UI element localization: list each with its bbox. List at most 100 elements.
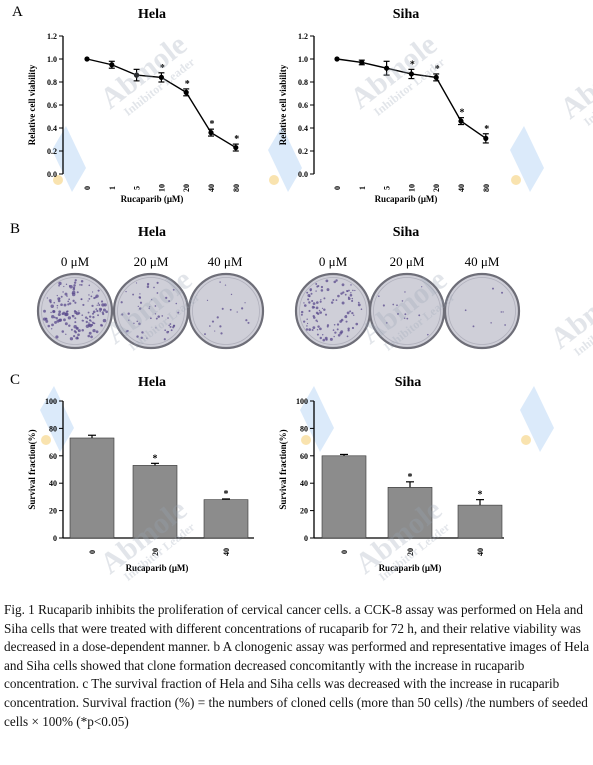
colony-dot	[351, 299, 354, 303]
y-tick-label-c2: 80	[300, 424, 308, 433]
colony-dot	[146, 282, 150, 286]
colony-dot	[236, 311, 238, 313]
colony-dot	[79, 283, 81, 286]
data-point-a2	[483, 135, 489, 141]
colony-dot	[177, 311, 180, 314]
colony-dot	[125, 290, 127, 293]
colony-dot	[313, 306, 315, 309]
colony-dot	[382, 304, 385, 307]
colony-dot	[65, 312, 69, 316]
colony-dot	[342, 291, 345, 294]
colony-dot	[350, 284, 352, 286]
data-point-a2	[408, 71, 414, 77]
colony-dot	[339, 331, 343, 335]
x-tick-label-a2: 80	[482, 184, 491, 192]
bar-c1	[203, 499, 249, 539]
colony-dot	[241, 307, 244, 310]
colony-dot	[80, 284, 83, 286]
colony-dot	[65, 283, 68, 286]
colony-dot	[155, 317, 158, 320]
colony-images: Hela Siha 0 μM 20 μM 40 μM 0 μM 20 μM 40…	[36, 225, 521, 350]
colony-dot	[305, 328, 309, 331]
data-point-a1	[134, 72, 140, 78]
colony-dot	[48, 299, 52, 302]
colony-dot	[334, 331, 337, 334]
colony-dot	[146, 337, 148, 339]
colony-dot	[90, 295, 93, 298]
watermark-mark-shape	[52, 126, 86, 192]
colony-dot	[128, 319, 130, 321]
colony-dot	[84, 316, 88, 319]
colony-dot	[73, 284, 76, 287]
colony-dot	[101, 303, 105, 307]
colony-dot	[50, 328, 53, 330]
colony-dot	[315, 319, 318, 322]
colony-dot	[349, 310, 352, 313]
colony-dot	[330, 301, 334, 304]
colony-dot	[56, 307, 58, 309]
bar-c2	[321, 455, 367, 539]
data-point-a1	[84, 56, 90, 62]
colony-dot	[132, 293, 135, 296]
colony-dot	[337, 294, 340, 298]
colony-dot	[348, 289, 350, 292]
colony-dot	[351, 311, 354, 315]
colony-dot	[63, 303, 67, 307]
x-tick-label-a2: 40	[457, 184, 466, 192]
x-axis-label-c1: Rucaparib (μM)	[126, 563, 189, 573]
colony-dot	[154, 305, 157, 307]
colony-dot	[351, 326, 355, 330]
colony-dot	[100, 308, 102, 311]
colony-dot	[154, 313, 157, 315]
colony-dot	[151, 298, 153, 301]
colony-dot	[68, 324, 71, 327]
dish-group-title-siha: Siha	[393, 225, 419, 240]
colony-dot	[392, 303, 395, 306]
colony-dot	[321, 307, 324, 309]
watermark-mark-shape	[268, 126, 302, 192]
colony-dot	[96, 309, 99, 313]
colony-dot	[333, 335, 335, 338]
colony-dot	[421, 286, 423, 288]
colony-dot	[346, 311, 350, 315]
colony-dot	[51, 323, 54, 327]
data-point-a2	[334, 56, 340, 62]
colony-dot	[102, 318, 107, 323]
chart-a-siha: Siha 0.0 0.2 0.4 0.6 0.8 1.0 1.2 0 1 5 10 20 40 80 Ruca…	[278, 7, 491, 204]
colony-dot	[88, 322, 90, 324]
x-tick-label-c2: 20	[406, 548, 415, 556]
colony-dot	[404, 313, 407, 316]
colony-dot	[90, 335, 93, 339]
colony-dot	[56, 304, 59, 307]
y-tick-label-c1: 20	[49, 507, 57, 516]
colony-dot	[146, 285, 150, 289]
colony-dot	[74, 317, 77, 320]
x-tick-label-c1: 40	[222, 548, 231, 556]
colony-dot	[157, 315, 160, 318]
colony-dot	[148, 306, 151, 308]
colony-dot	[71, 314, 74, 317]
colony-dot	[156, 281, 159, 284]
colony-dot	[320, 285, 324, 289]
colony-dot	[170, 329, 173, 332]
colony-dot	[68, 302, 72, 305]
colony-dot	[76, 291, 79, 294]
data-point-a2	[384, 65, 390, 71]
colony-dot	[69, 285, 73, 289]
colony-dot	[169, 323, 172, 325]
colony-dot	[472, 325, 475, 328]
colony-dot	[91, 304, 94, 308]
y-tick-label-a1: 0.8	[47, 78, 57, 87]
colony-dot	[308, 309, 311, 312]
colony-dot	[357, 303, 361, 307]
significance-star-a2: *	[484, 124, 489, 135]
dish-inner-ring	[41, 277, 109, 345]
data-point-a1	[208, 130, 214, 136]
watermark-mark-shape	[300, 386, 334, 452]
culture-dish	[443, 272, 521, 350]
colony-dot	[133, 322, 135, 325]
colony-dot	[88, 315, 92, 318]
colony-dot	[95, 330, 99, 334]
